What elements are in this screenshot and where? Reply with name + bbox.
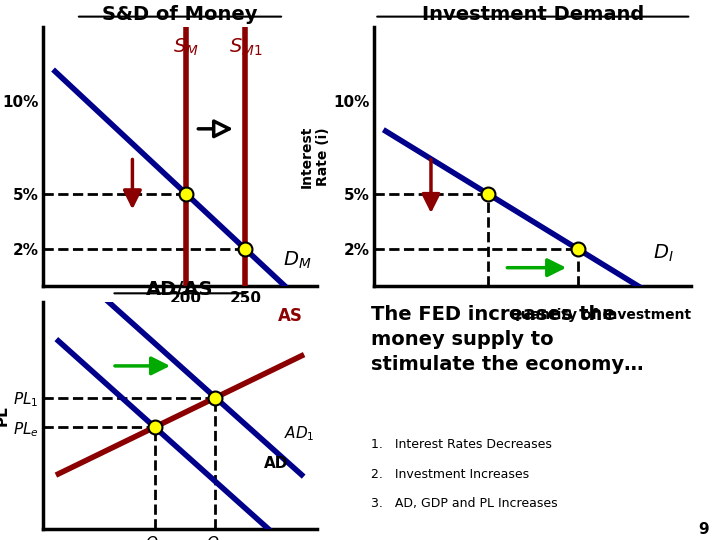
Text: $D_I$: $D_I$	[652, 242, 673, 264]
FancyArrowPatch shape	[423, 159, 438, 209]
Text: Quantity$_M$: Quantity$_M$	[238, 308, 317, 326]
Text: 3.   AD, GDP and PL Increases: 3. AD, GDP and PL Increases	[371, 497, 557, 510]
Text: The FED increases the
money supply to
stimulate the economy…: The FED increases the money supply to st…	[371, 305, 643, 374]
Text: $AD_1$: $AD_1$	[284, 424, 315, 443]
Text: $S_{M1}$: $S_{M1}$	[229, 36, 262, 58]
FancyArrowPatch shape	[115, 358, 166, 374]
Text: $S_M$: $S_M$	[173, 36, 199, 58]
Text: Quantity of Investment: Quantity of Investment	[509, 308, 691, 322]
Text: AD: AD	[264, 456, 289, 471]
Text: 2.   Investment Increases: 2. Investment Increases	[371, 468, 528, 481]
Text: AS: AS	[279, 307, 303, 325]
Title: S&D of Money: S&D of Money	[102, 5, 258, 24]
Y-axis label: Interest
Rate (i): Interest Rate (i)	[300, 125, 330, 188]
Title: AD/AS: AD/AS	[146, 280, 214, 300]
Y-axis label: PL: PL	[0, 406, 10, 426]
Text: 1.   Interest Rates Decreases: 1. Interest Rates Decreases	[371, 438, 552, 451]
FancyArrowPatch shape	[125, 159, 140, 206]
FancyArrowPatch shape	[198, 121, 229, 137]
Text: $D_M$: $D_M$	[284, 250, 312, 272]
Text: 9: 9	[698, 522, 709, 537]
FancyArrowPatch shape	[508, 260, 562, 275]
Title: Investment Demand: Investment Demand	[422, 5, 644, 24]
